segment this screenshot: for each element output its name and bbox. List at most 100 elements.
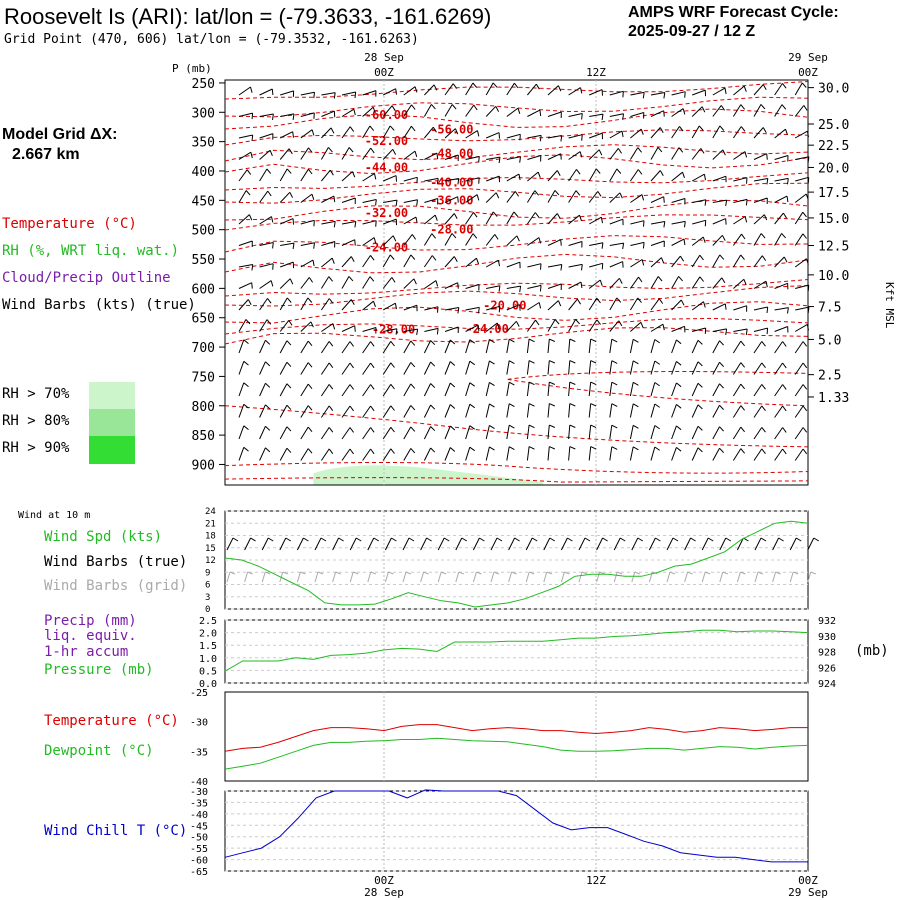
wind-barb (650, 196, 665, 203)
wind-barb (485, 424, 495, 440)
wind-barb (691, 125, 704, 139)
wind-barb (238, 112, 254, 120)
wind-barb (280, 90, 295, 97)
wind-barb (506, 211, 519, 225)
top-hour-label: 12Z (586, 66, 606, 79)
wind-barb (403, 328, 419, 336)
wind-barb (423, 447, 436, 461)
wind-barb (547, 170, 561, 182)
wind-barb (629, 360, 639, 375)
wind-barb (794, 211, 807, 225)
rh90-swatch (89, 436, 135, 464)
wind-barb (403, 448, 416, 461)
wind-barb (320, 298, 334, 311)
temp-tick-label: -25 (190, 688, 208, 699)
temp-tick-label: -30 (190, 718, 208, 729)
wind-barb (712, 125, 725, 139)
wind-barb (794, 341, 808, 354)
wind-barb (259, 263, 274, 270)
wind-barb (320, 427, 334, 440)
wind-barb-grid (789, 571, 799, 583)
wind-barb (691, 382, 703, 397)
wind-barb (671, 171, 685, 182)
wind-barb (753, 362, 766, 375)
bottom-hour-label: 00Z (798, 874, 818, 887)
wind-barb (589, 242, 604, 249)
wind-barb-true (789, 537, 802, 551)
temperature-contour-label: -48.00 (430, 146, 473, 160)
wind-barb (671, 91, 686, 98)
legend-rh80: RH > 80% (2, 413, 70, 429)
wind-barb (650, 170, 664, 182)
wind-barb (321, 241, 336, 248)
wind-barb (444, 128, 459, 139)
wind-barb (424, 177, 439, 185)
wind-barb (382, 254, 395, 268)
wind-barb (362, 125, 375, 139)
wind-barb (238, 319, 251, 332)
windchill-tick-label: -60 (190, 856, 208, 867)
wind-barb (650, 276, 663, 289)
wind-barb (691, 254, 704, 268)
wind-barb (506, 156, 521, 163)
wind-barb (753, 327, 769, 335)
wind-barb-true (490, 537, 503, 551)
wind-barb (465, 446, 475, 461)
wind-barb (547, 360, 555, 375)
wind-barb (712, 303, 727, 311)
wind-barb (774, 256, 788, 268)
wind-barb-true (296, 537, 309, 551)
wind-barb-grid (631, 571, 640, 583)
wind-barb (588, 297, 601, 311)
wind-barb (465, 425, 475, 440)
wind-barb (403, 383, 416, 397)
precip-tick-label: 2.0 (199, 629, 217, 640)
wind-barb (795, 156, 810, 163)
wind-barb (424, 214, 438, 225)
temperature-contour (507, 371, 809, 407)
legend-wind-barbs-grid: Wind Barbs (grid) (44, 578, 188, 594)
wind-barb (465, 130, 480, 139)
wind-barb (362, 106, 376, 117)
wind-barb (403, 426, 416, 440)
wind-barb (300, 405, 313, 418)
temperature-contour-label: -20.00 (483, 298, 526, 312)
legend-rh90: RH > 90% (2, 440, 70, 456)
wind-barb (403, 125, 416, 139)
wind-barb (568, 338, 576, 354)
wind-barb (712, 234, 726, 246)
wind-barb (444, 447, 456, 461)
wind-barb (382, 88, 397, 96)
wind-barb (238, 282, 253, 289)
wind-tick-label: 21 (205, 519, 216, 529)
wind-barb (650, 323, 665, 332)
wind-barb (568, 281, 583, 289)
wind-barb (300, 426, 313, 440)
wind-barb (485, 446, 495, 461)
wind-barb (629, 169, 643, 182)
kft-tick-label: 5.0 (818, 333, 841, 348)
precip-tick-label: 1.0 (199, 654, 217, 665)
wind-barb (465, 306, 480, 314)
pressure-tick-label: 350 (192, 136, 215, 151)
wind-barb (671, 147, 684, 160)
wind-barb (506, 338, 515, 354)
wind-barb-grid (261, 571, 271, 583)
wind-barb (382, 302, 397, 311)
wind-barb (341, 341, 355, 354)
wind-barb (630, 259, 645, 268)
wind-barb (300, 168, 313, 182)
wind-barb (444, 213, 458, 225)
wind-barb-true (279, 537, 292, 551)
wind-barb (383, 199, 398, 207)
wind-barb (712, 328, 728, 335)
wind-barb (671, 299, 685, 311)
wind-barb-true (455, 537, 468, 551)
wind-barb (279, 168, 292, 182)
temperature-dewpoint-panel: -25 -30 -35 -40 (190, 688, 809, 788)
wind-barb (568, 319, 580, 332)
legend-wind-speed: Wind Spd (kts) (44, 529, 163, 545)
wind-barb (732, 362, 745, 375)
wind-barb (568, 263, 583, 271)
wind-barb (259, 361, 271, 375)
